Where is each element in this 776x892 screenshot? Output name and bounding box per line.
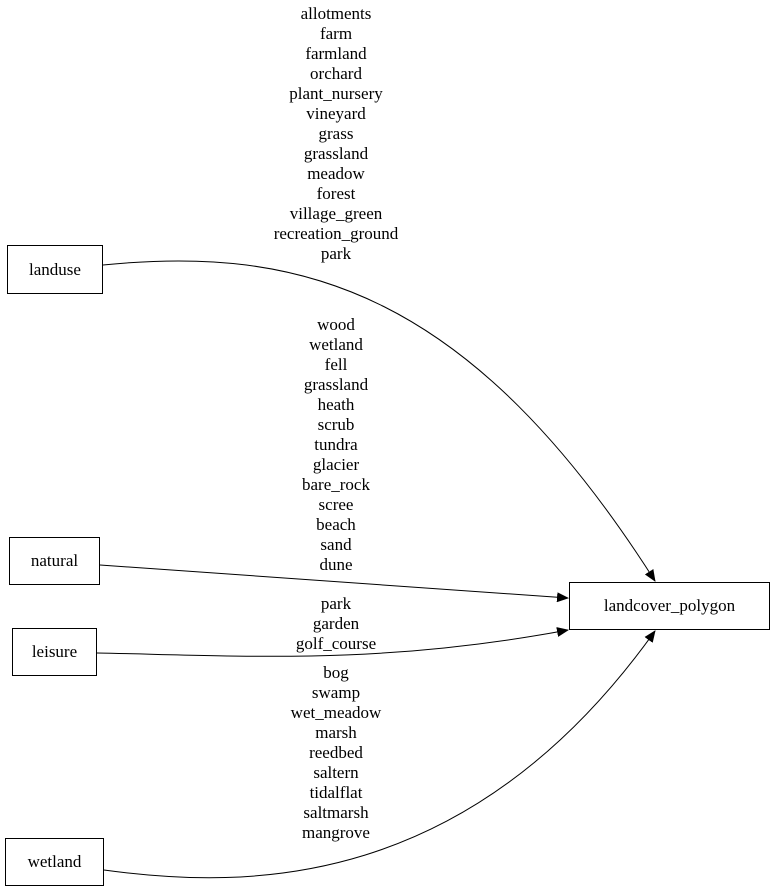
- edge-label-value: garden: [312, 614, 360, 633]
- edge-label-value: village_green: [289, 204, 383, 223]
- node-leisure: leisure: [12, 628, 97, 676]
- edge-label-value: saltern: [313, 763, 359, 782]
- edge-label-value: forest: [316, 184, 356, 203]
- edge-label-value: wetland: [309, 335, 363, 354]
- edge-label-value: orchard: [310, 64, 362, 83]
- edge-label-value: allotments: [300, 4, 372, 23]
- edge-label-value: farmland: [305, 44, 367, 63]
- node-natural: natural: [9, 537, 100, 585]
- edge-leisure: [96, 627, 569, 657]
- edge-label-leisure: park garden golf_course: [236, 594, 436, 654]
- edge-landuse: [102, 260, 656, 582]
- edge-label-wetland: bog swamp wet_meadow marsh reedbed saltern tid…: [236, 663, 436, 843]
- edge-label-value: dune: [319, 555, 353, 574]
- edge-label-value: grass: [318, 124, 354, 143]
- edge-label-value: sand: [320, 535, 352, 554]
- edge-label-value: farm: [319, 24, 353, 43]
- edge-label-value: meadow: [307, 164, 365, 183]
- edge-label-value: bare_rock: [302, 475, 370, 494]
- edge-label-value: tundra: [314, 435, 358, 454]
- edge-label-value: tidalflat: [309, 783, 363, 802]
- edge-label-value: scree: [318, 495, 354, 514]
- edge-label-value: plant_nursery: [289, 84, 383, 103]
- edge-label-value: saltmarsh: [303, 803, 369, 822]
- edge-label-value: bog: [323, 663, 349, 682]
- edge-label-value: golf_course: [295, 634, 377, 653]
- edge-label-value: grassland: [303, 144, 369, 163]
- edge-label-value: reedbed: [309, 743, 363, 762]
- edge-label-value: grassland: [303, 375, 369, 394]
- node-landuse: landuse: [7, 245, 103, 294]
- edge-label-value: wet_meadow: [290, 703, 382, 722]
- edge-label-value: mangrove: [302, 823, 370, 842]
- edge-label-value: recreation_ground: [273, 224, 399, 243]
- node-landcover-polygon: landcover_polygon: [569, 582, 770, 630]
- edge-label-landuse: allotments farm farmland orchard plant_nurse…: [236, 4, 436, 264]
- edge-label-value: swamp: [311, 683, 361, 702]
- edge-wetland: [103, 630, 656, 879]
- edge-label-value: wood: [317, 315, 355, 334]
- edge-label-value: fell: [324, 355, 348, 374]
- edge-label-value: glacier: [312, 455, 360, 474]
- edge-natural: [99, 564, 569, 603]
- edge-label-value: park: [320, 244, 352, 263]
- edge-label-value: park: [320, 594, 352, 613]
- edge-label-value: scrub: [317, 415, 355, 434]
- node-wetland: wetland: [5, 838, 104, 886]
- edge-label-natural: wood wetland fell grassland heath scrub tundra…: [236, 315, 436, 575]
- edge-label-value: marsh: [315, 723, 357, 742]
- edge-label-value: heath: [317, 395, 355, 414]
- edge-label-value: beach: [316, 515, 356, 534]
- edge-label-value: vineyard: [306, 104, 366, 123]
